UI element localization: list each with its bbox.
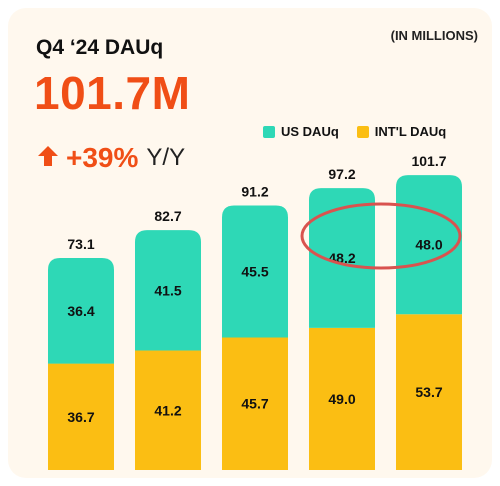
data-label-intl-3: 45.7 bbox=[241, 396, 268, 412]
data-label-intl-5: 53.7 bbox=[415, 384, 442, 400]
data-label-total-4: 97.2 bbox=[328, 166, 355, 182]
data-label-total-5: 101.7 bbox=[411, 153, 446, 169]
bar-us-3 bbox=[222, 205, 288, 338]
highlight-circle bbox=[300, 202, 462, 270]
bar-us-4 bbox=[309, 188, 375, 328]
bar-intl-4 bbox=[309, 327, 375, 470]
bar-intl-1 bbox=[48, 363, 114, 470]
arrow-up-icon bbox=[36, 144, 60, 173]
legend-item-us: US DAUq bbox=[263, 124, 339, 139]
growth-value: +39% bbox=[66, 142, 139, 173]
growth-unit: Y/Y bbox=[146, 144, 186, 171]
bar-us-2 bbox=[135, 230, 201, 351]
legend-item-intl: INT'L DAUq bbox=[356, 124, 447, 139]
data-label-total-2: 82.7 bbox=[154, 208, 181, 224]
legend-swatch-intl bbox=[356, 125, 369, 138]
data-label-us-1: 36.4 bbox=[67, 303, 94, 319]
data-label-us-3: 45.5 bbox=[241, 263, 268, 279]
data-label-total-1: 73.1 bbox=[67, 236, 94, 252]
data-label-us-5: 48.0 bbox=[415, 237, 442, 253]
units-note: (IN MILLIONS) bbox=[390, 28, 478, 43]
data-label-total-3: 91.2 bbox=[241, 184, 268, 200]
growth-indicator: +39% Y/Y bbox=[36, 142, 185, 174]
bar-us-1 bbox=[48, 258, 114, 364]
data-label-intl-1: 36.7 bbox=[67, 409, 94, 425]
data-label-us-2: 41.5 bbox=[154, 282, 181, 298]
bar-intl-2 bbox=[135, 350, 201, 470]
data-label-intl-2: 41.2 bbox=[154, 402, 181, 418]
bar-intl-5 bbox=[396, 314, 462, 470]
bar-us-5 bbox=[396, 175, 462, 315]
total-dau-value: 101.7M bbox=[34, 67, 191, 119]
legend-label-us: US DAUq bbox=[281, 124, 339, 139]
chart-title: Q4 ‘24 DAUq bbox=[36, 36, 164, 59]
bar-intl-3 bbox=[222, 337, 288, 470]
data-label-intl-4: 49.0 bbox=[328, 391, 355, 407]
legend-swatch-us bbox=[263, 125, 275, 138]
legend-label-intl: INT'L DAUq bbox=[374, 124, 447, 139]
legend: US DAUq INT'L DAUq bbox=[263, 124, 464, 139]
